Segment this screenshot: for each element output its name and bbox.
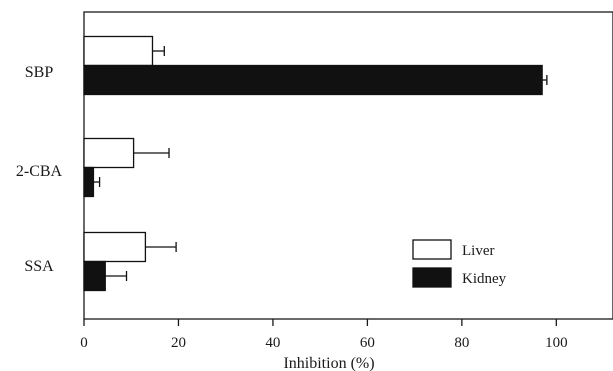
category-label-2-cba: 2-CBA: [16, 163, 63, 180]
bar-kidney-2-cba: [83, 166, 95, 198]
y-axis-categories: SBP 2-CBA SSA: [16, 64, 63, 275]
category-label-ssa: SSA: [24, 258, 54, 275]
x-tick-label-20: 20: [171, 335, 186, 351]
bar-liver-2-cba: [83, 137, 135, 169]
legend-swatch-liver: [412, 239, 452, 260]
bar-liver-sbp: [83, 35, 154, 67]
x-tick-label-100: 100: [545, 335, 568, 351]
x-tick-label-60: 60: [360, 335, 375, 351]
x-axis-title: Inhibition (%): [283, 355, 374, 371]
x-tick-label-0: 0: [80, 335, 88, 351]
bars: [83, 35, 548, 292]
x-axis: 0 20 40 60 80 100: [80, 319, 568, 351]
legend: Liver Kidney: [412, 239, 507, 288]
bar-kidney-ssa: [83, 260, 106, 292]
legend-label-liver: Liver: [462, 243, 494, 259]
bar-kidney-sbp: [83, 64, 543, 96]
legend-label-kidney: Kidney: [462, 271, 507, 287]
x-tick-label-40: 40: [265, 335, 280, 351]
bar-liver-ssa: [83, 231, 147, 263]
plot-frame: [83, 11, 613, 320]
legend-swatch-kidney: [412, 267, 452, 288]
x-tick-label-80: 80: [454, 335, 469, 351]
category-label-sbp: SBP: [25, 64, 54, 81]
